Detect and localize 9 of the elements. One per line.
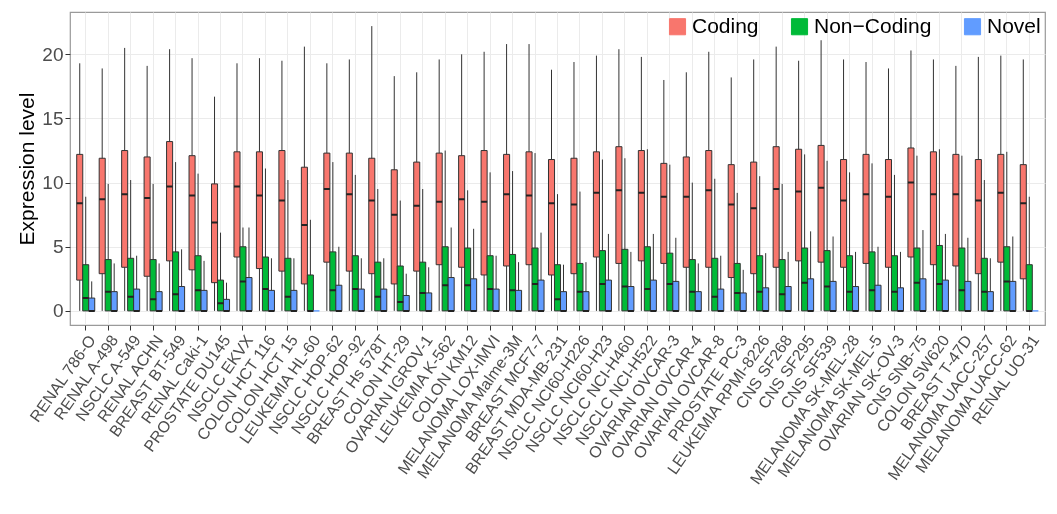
legend-label: Non−Coding	[814, 13, 932, 37]
legend-label: Coding	[692, 13, 759, 37]
y-tick-label: 0	[52, 300, 64, 322]
y-tick-label: 20	[42, 43, 64, 65]
y-tick-label: 10	[42, 172, 64, 194]
legend-label: Novel	[987, 13, 1041, 37]
y-tick-label: 15	[42, 107, 64, 129]
y-tick-label: 5	[52, 236, 64, 258]
y-axis-title: Expression level	[15, 92, 39, 246]
